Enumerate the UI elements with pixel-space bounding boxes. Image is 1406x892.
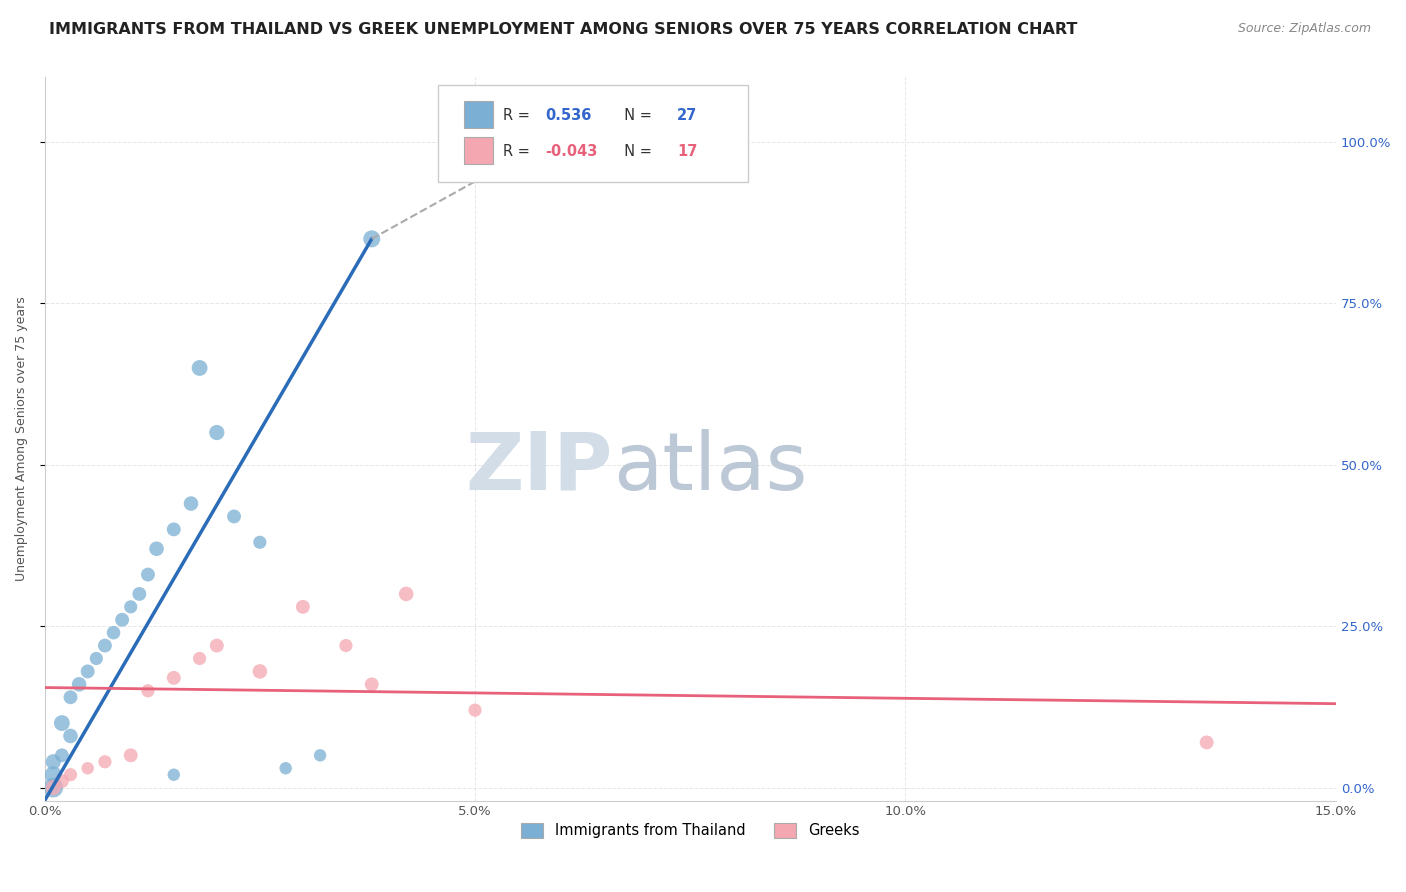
FancyBboxPatch shape (464, 101, 492, 128)
Point (59, 768, 82, 782)
Point (464, 703, 486, 717)
Point (309, 748, 332, 763)
Point (291, 599, 314, 614)
Text: atlas: atlas (613, 429, 807, 507)
Text: N =: N = (616, 144, 657, 159)
Text: N =: N = (616, 108, 657, 122)
Point (188, 651, 211, 665)
Point (103, 625, 125, 640)
Point (94, 639, 117, 653)
Point (42, 780, 65, 795)
Point (84, 651, 107, 665)
Text: 17: 17 (678, 144, 697, 159)
Text: ZIP: ZIP (465, 429, 613, 507)
Point (249, 665, 271, 679)
Point (42, 780, 65, 795)
Point (51, 716, 73, 731)
Point (120, 748, 142, 763)
Text: R =: R = (503, 144, 534, 159)
Text: IMMIGRANTS FROM THAILAND VS GREEK UNEMPLOYMENT AMONG SENIORS OVER 75 YEARS CORRE: IMMIGRANTS FROM THAILAND VS GREEK UNEMPL… (49, 22, 1077, 37)
FancyBboxPatch shape (439, 85, 748, 182)
Point (180, 497, 202, 511)
Point (395, 587, 418, 601)
Point (94, 755, 117, 769)
Point (163, 768, 186, 782)
Legend: Immigrants from Thailand, Greeks: Immigrants from Thailand, Greeks (515, 817, 865, 844)
Point (51, 748, 73, 763)
Point (163, 671, 186, 685)
Point (274, 761, 297, 775)
Point (145, 541, 167, 556)
Point (360, 677, 382, 691)
Point (42, 755, 65, 769)
Point (111, 613, 134, 627)
Text: -0.043: -0.043 (546, 144, 598, 159)
Point (76, 761, 98, 775)
Point (1195, 735, 1218, 749)
Point (59, 729, 82, 743)
Text: 0.536: 0.536 (546, 108, 592, 122)
Text: Source: ZipAtlas.com: Source: ZipAtlas.com (1237, 22, 1371, 36)
FancyBboxPatch shape (464, 136, 492, 164)
Point (128, 587, 150, 601)
Text: 27: 27 (678, 108, 697, 122)
Point (360, 232, 382, 246)
Point (335, 639, 357, 653)
Point (76, 665, 98, 679)
Point (205, 639, 228, 653)
Point (136, 567, 159, 582)
Point (136, 683, 159, 698)
Point (188, 361, 211, 376)
Text: R =: R = (503, 108, 534, 122)
Point (67, 677, 90, 691)
Point (205, 425, 228, 440)
Point (249, 535, 271, 549)
Point (59, 690, 82, 705)
Point (222, 509, 245, 524)
Point (51, 774, 73, 789)
Point (42, 768, 65, 782)
Point (163, 522, 186, 536)
Y-axis label: Unemployment Among Seniors over 75 years: Unemployment Among Seniors over 75 years (15, 297, 28, 582)
Point (120, 599, 142, 614)
